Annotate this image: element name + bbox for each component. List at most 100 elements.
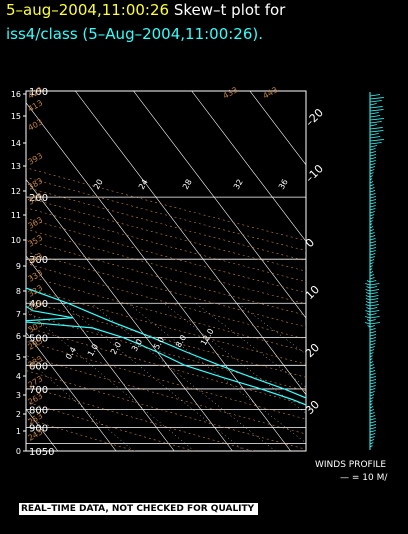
- wind-barb: [369, 412, 375, 415]
- wind-barb: [369, 391, 375, 394]
- dry-adiabat-line: [26, 186, 306, 262]
- wind-barb: [365, 289, 371, 292]
- mixing-ratio-label: 20: [92, 178, 105, 191]
- dry-adiabat-line: [26, 263, 306, 340]
- wind-barb: [369, 205, 376, 208]
- pressure-tick-label: 1050: [29, 447, 54, 458]
- wind-barb: [366, 286, 371, 289]
- wind-barb: [369, 163, 376, 166]
- dry-adiabat-line: [26, 275, 306, 352]
- wind-barb: [369, 187, 375, 190]
- wind-barb: [369, 421, 376, 424]
- theta-label: 323: [27, 283, 45, 298]
- wind-barb: [364, 322, 371, 325]
- dry-adiabat-line: [26, 326, 306, 406]
- wind-barb: [369, 220, 373, 223]
- wind-barb: [369, 241, 376, 244]
- wind-barb: [369, 184, 374, 187]
- theta-label: 303: [27, 319, 45, 334]
- theta-label: 383: [27, 176, 45, 191]
- isotherm-line: [26, 255, 175, 451]
- wind-barb: [366, 307, 371, 310]
- wind-barb: [369, 280, 377, 283]
- wind-barb: [369, 358, 373, 361]
- wind-barb: [369, 334, 377, 337]
- wind-barb: [369, 298, 379, 301]
- wind-barb: [369, 430, 376, 433]
- wind-barb: [369, 103, 377, 106]
- wind-barb: [369, 307, 378, 310]
- wind-barb: [369, 172, 374, 175]
- mixing-ratio-line: [63, 303, 245, 451]
- wind-barb: [369, 403, 373, 406]
- wind-barb: [369, 325, 375, 328]
- wind-barb: [369, 208, 376, 211]
- dry-adiabat-line: [26, 251, 306, 328]
- wind-barb: [369, 211, 375, 214]
- height-tick-label: 8: [16, 287, 21, 296]
- dry-adiabat-line: [26, 300, 306, 378]
- mixing-ratio-line: [163, 303, 306, 414]
- height-tick-label: 0: [16, 447, 21, 456]
- wind-barb: [369, 382, 377, 385]
- height-tick-label: 2: [16, 410, 21, 419]
- dry-adiabat-line: [26, 228, 306, 305]
- height-tick-label: 4: [16, 372, 21, 381]
- wind-barb: [369, 112, 379, 115]
- wind-barb: [369, 340, 376, 343]
- isotherm-line: [133, 91, 306, 319]
- mixing-ratio-label: 3.0: [130, 337, 144, 353]
- wind-barb: [369, 130, 384, 133]
- temperature-trace: [26, 287, 306, 399]
- wind-barb: [369, 253, 376, 256]
- wind-barb: [365, 310, 371, 313]
- wind-barb: [369, 199, 377, 202]
- mixing-ratio-label: 2.0: [109, 340, 123, 356]
- mixing-ratio-label: 1.0: [86, 342, 100, 358]
- mixing-ratio-line: [127, 303, 306, 444]
- wind-barb: [365, 304, 371, 307]
- wind-barb: [369, 127, 383, 130]
- wind-barb: [369, 361, 374, 364]
- wind-barb: [369, 289, 380, 292]
- wind-barb: [369, 424, 377, 427]
- wind-profile-scale: — = 10 M/: [340, 473, 388, 483]
- wind-barb: [369, 349, 375, 352]
- wind-barb: [369, 343, 376, 346]
- wind-barb: [369, 166, 376, 169]
- wind-barb: [369, 238, 376, 241]
- wind-barb: [369, 337, 377, 340]
- wind-barb: [369, 322, 380, 325]
- dewpoint-trace: [26, 305, 306, 406]
- isotherm-line: [26, 178, 233, 451]
- wind-barb: [369, 445, 373, 448]
- height-tick-label: 9: [16, 262, 21, 271]
- isotherm-group: [26, 91, 306, 451]
- wind-barb: [369, 331, 376, 334]
- wind-barb: [369, 310, 380, 313]
- dry-adiabat-line: [26, 167, 306, 241]
- wind-barb: [369, 94, 381, 97]
- wind-barb: [369, 319, 376, 322]
- wind-barb: [369, 271, 374, 274]
- wind-barb: [369, 232, 375, 235]
- wind-barb: [369, 229, 374, 232]
- wind-barb: [369, 364, 375, 367]
- theta-label: 413: [27, 98, 45, 113]
- wind-barb: [369, 223, 373, 226]
- wind-barb: [369, 115, 381, 118]
- wind-barb: [369, 175, 373, 178]
- theta-label: 363: [27, 215, 45, 230]
- pressure-tick-label: 200: [29, 193, 48, 204]
- wind-barb: [369, 283, 380, 286]
- wind-barb: [369, 97, 384, 100]
- height-tick-label: 11: [11, 211, 21, 220]
- wind-barb: [366, 319, 371, 322]
- dry-adiabat-line: [26, 177, 306, 251]
- wind-barb: [367, 325, 371, 328]
- mixing-ratio-line: [91, 303, 276, 451]
- theta-label: 403: [27, 117, 45, 132]
- temperature-tick-label: 0: [303, 236, 317, 250]
- wind-barb: [369, 292, 378, 295]
